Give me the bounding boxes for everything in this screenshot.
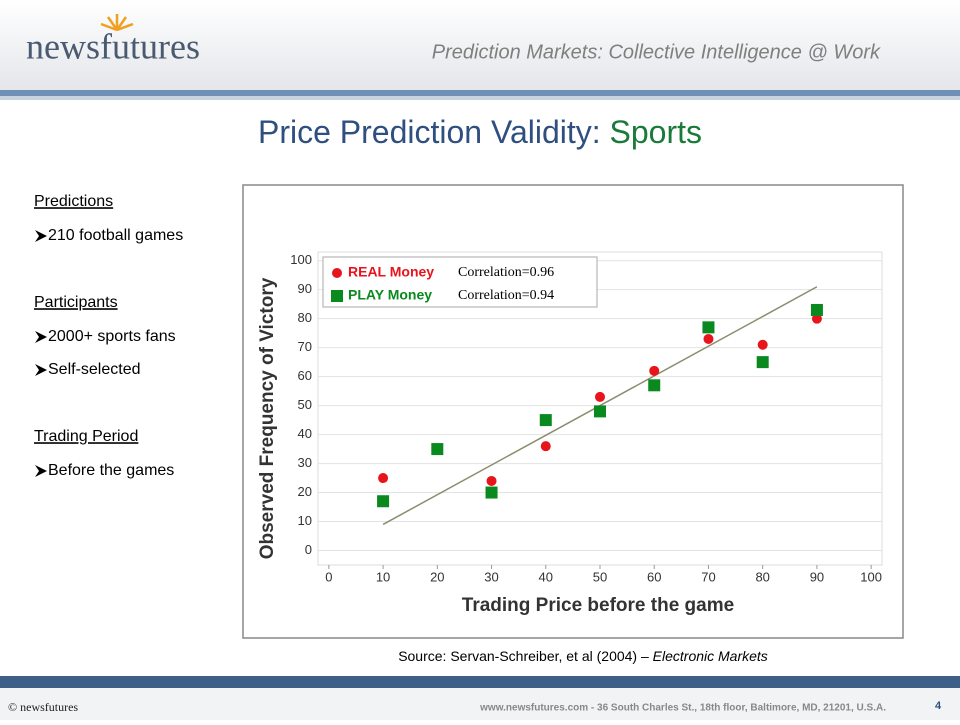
bullet-item: Before the games bbox=[48, 462, 174, 479]
x-tick-label: 40 bbox=[539, 569, 553, 584]
point bbox=[810, 303, 823, 316]
footer-bar bbox=[0, 676, 960, 688]
bullet-item: 210 football games bbox=[48, 227, 183, 244]
legend-label: REAL Money bbox=[348, 264, 434, 280]
legend-annotation: Correlation=0.94 bbox=[458, 288, 554, 303]
x-tick-label: 70 bbox=[701, 569, 715, 584]
page-number: 4 bbox=[935, 700, 942, 712]
copyright: © newsfutures bbox=[8, 700, 78, 714]
footer-band bbox=[0, 688, 960, 720]
bullet-arrow bbox=[35, 364, 47, 376]
point bbox=[811, 313, 822, 324]
chart: 0 10 20 30 40 50 60 70 80 90 100 0 10 20 30 40 50 60 70 80 9… bbox=[257, 251, 883, 616]
x-tick-label: 30 bbox=[484, 569, 498, 584]
point bbox=[594, 405, 606, 418]
y-tick-label: 80 bbox=[298, 310, 312, 325]
y-tick-label: 100 bbox=[290, 252, 312, 267]
source-italic: Electronic Markets bbox=[653, 648, 768, 664]
x-tick-label: 0 bbox=[325, 569, 332, 584]
bullet-item: Self-selected bbox=[48, 361, 141, 378]
x-tick-label: 100 bbox=[860, 569, 882, 584]
y-tick-label: 0 bbox=[305, 542, 312, 557]
point bbox=[756, 356, 769, 369]
x-tick-label: 60 bbox=[647, 569, 661, 584]
legend-annotation: Correlation=0.96 bbox=[458, 265, 554, 280]
point bbox=[539, 414, 552, 427]
legend-marker bbox=[331, 290, 343, 302]
point bbox=[595, 391, 605, 402]
header-rule-light bbox=[0, 96, 960, 100]
logo-sun bbox=[100, 14, 134, 32]
bullet-arrow bbox=[35, 465, 47, 477]
x-tick-label: 50 bbox=[593, 569, 607, 584]
title-main: Price Prediction Validity: bbox=[258, 114, 610, 150]
bullet-arrow bbox=[35, 230, 47, 242]
bullet-arrow bbox=[35, 331, 47, 343]
y-tick-label: 10 bbox=[298, 513, 312, 528]
header-rule bbox=[0, 90, 960, 96]
y-axis-label: Observed Frequency of Victory bbox=[257, 277, 278, 559]
legend-label: PLAY Money bbox=[348, 287, 432, 303]
title-highlight: Sports bbox=[610, 114, 702, 150]
x-tick-label: 20 bbox=[430, 569, 444, 584]
legend-marker bbox=[332, 268, 342, 278]
point bbox=[377, 495, 390, 508]
point bbox=[378, 473, 389, 484]
y-tick-label: 20 bbox=[298, 484, 312, 499]
point bbox=[649, 365, 660, 376]
bullet-item: 2000+ sports fans bbox=[48, 328, 176, 345]
sidebar: Predictions 210 football games Participant… bbox=[34, 193, 183, 479]
point bbox=[540, 441, 551, 452]
point bbox=[485, 486, 498, 499]
section-heading: Trading Period bbox=[34, 428, 138, 445]
logo: newsfutures bbox=[26, 26, 200, 66]
y-tick-label: 90 bbox=[298, 281, 312, 296]
y-tick-label: 30 bbox=[298, 455, 312, 470]
x-axis-label: Trading Price before the game bbox=[462, 595, 734, 616]
y-tick-label: 40 bbox=[298, 426, 312, 441]
x-tick-label: 80 bbox=[755, 569, 769, 584]
header-band bbox=[0, 0, 960, 90]
x-tick-label: 10 bbox=[376, 569, 390, 584]
address: www.newsfutures.com - 36 South Charles S… bbox=[479, 703, 886, 714]
point bbox=[486, 475, 497, 486]
section-heading: Predictions bbox=[34, 193, 113, 210]
section-heading: Participants bbox=[34, 294, 118, 311]
point bbox=[431, 443, 444, 456]
y-tick-label: 70 bbox=[298, 339, 312, 354]
point bbox=[648, 379, 661, 392]
tagline: Prediction Markets: Collective Intellige… bbox=[432, 41, 881, 63]
y-tick-label: 60 bbox=[298, 368, 312, 383]
point bbox=[702, 321, 715, 334]
point bbox=[703, 333, 714, 344]
legend-box bbox=[322, 256, 598, 308]
source-text: Source: Servan-Schreiber, et al (2004) – bbox=[398, 648, 652, 664]
source: Source: Servan-Schreiber, et al (2004) –… bbox=[398, 648, 768, 664]
y-tick-label: 50 bbox=[298, 397, 312, 412]
x-tick-label: 90 bbox=[810, 569, 824, 584]
point bbox=[757, 339, 768, 350]
slide-title: Price Prediction Validity: Sports bbox=[258, 114, 702, 150]
